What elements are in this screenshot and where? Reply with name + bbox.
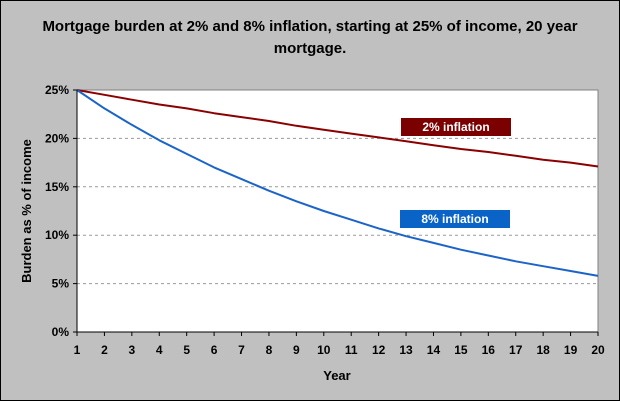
axes [76,90,598,333]
series-lines [76,89,599,277]
x-tick-label: 13 [399,343,413,357]
x-tick-label: 6 [211,343,218,357]
y-tick-label: 15% [45,180,69,194]
ticks: 0%5%10%15%20%25%1 2 3 4 5 6 7 8 9 10 11 12 13 14 15 16 1… [45,83,605,357]
series-label-box [400,210,510,228]
x-tick-label: 17 [509,343,523,357]
x-tick-label: 12 [372,343,386,357]
series-line-inflation-2pct [76,89,599,168]
series-labels: 2% inflation 8% inflation [400,118,511,228]
x-tick-label: 19 [564,343,578,357]
x-tick-label: 18 [536,343,550,357]
y-tick-label: 20% [45,131,69,145]
chart-title: Mortgage burden at 2% and 8% inflation, … [42,18,578,57]
x-tick-label: 5 [183,343,190,357]
plot-area [76,89,599,333]
x-tick-label: 15 [454,343,468,357]
y-tick-label: 25% [45,83,69,97]
x-tick-label: 8 [266,343,273,357]
series-line-inflation-8pct [76,89,599,277]
x-axis-title: Year [323,368,350,383]
y-tick-label: 10% [45,228,69,242]
x-tick-label: 11 [345,343,358,357]
x-tick-label: 1 [74,343,81,357]
y-tick-label: 0% [52,325,70,339]
y-axis-title: Burden as % of income [19,139,34,283]
x-tick-label: 9 [293,343,300,357]
y-tick-label: 5% [52,277,70,291]
x-tick-label: 14 [427,343,441,357]
x-tick-label: 2 [101,343,108,357]
grid-lines [77,137,598,285]
series-label-text: 2% inflation [422,120,489,134]
x-tick-label: 20 [591,343,605,357]
series-label-box [401,118,511,136]
x-tick-label: 7 [238,343,245,357]
x-tick-label: 16 [482,343,496,357]
x-tick-label: 3 [128,343,135,357]
x-tick-label: 4 [156,343,163,357]
x-tick-label: 10 [317,343,331,357]
series-label-text: 8% inflation [421,212,488,226]
